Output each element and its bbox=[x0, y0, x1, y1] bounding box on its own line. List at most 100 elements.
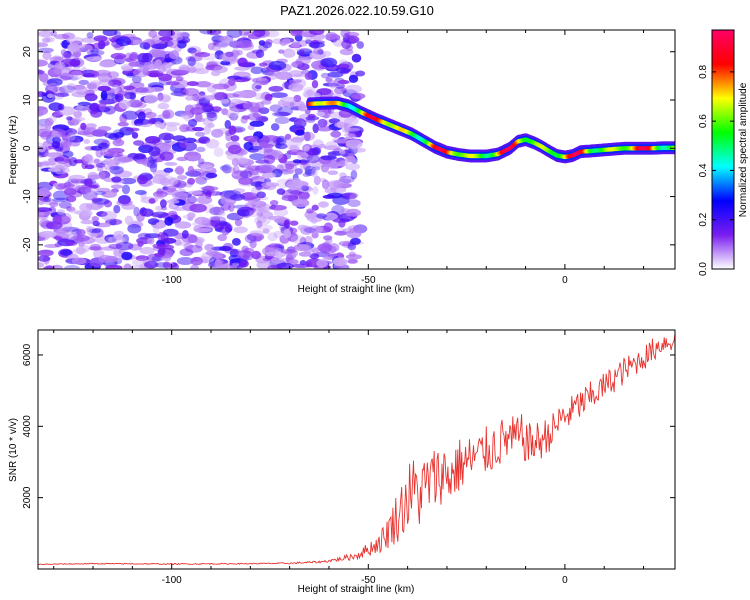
noise-blob bbox=[179, 124, 190, 133]
noise-blob bbox=[203, 125, 211, 135]
noise-blob bbox=[344, 155, 356, 163]
noise-blob bbox=[39, 72, 49, 83]
noise-blob bbox=[96, 211, 108, 217]
noise-blob bbox=[258, 62, 268, 67]
noise-blob bbox=[245, 210, 263, 218]
noise-blob bbox=[327, 170, 339, 175]
noise-blob bbox=[61, 226, 80, 232]
noise-blob bbox=[38, 262, 45, 268]
snr-x-axis: -100 -50 0 bbox=[53, 330, 645, 586]
colorbar-tick-label: 0.4 bbox=[698, 163, 709, 177]
noise-blob bbox=[344, 132, 356, 138]
noise-blob bbox=[60, 58, 79, 67]
noise-blob bbox=[280, 249, 297, 254]
noise-blob bbox=[284, 133, 292, 140]
y-tick-label: 20 bbox=[22, 46, 33, 58]
noise-blob bbox=[224, 119, 232, 129]
snr-line bbox=[38, 333, 675, 566]
noise-blob bbox=[229, 102, 237, 111]
noise-blob bbox=[124, 215, 134, 225]
noise-blob bbox=[345, 163, 360, 171]
noise-blob bbox=[107, 71, 119, 79]
noise-blob bbox=[124, 92, 136, 100]
noise-blob bbox=[62, 150, 74, 158]
noise-blob bbox=[220, 98, 230, 104]
noise-blob bbox=[100, 90, 108, 101]
noise-blob bbox=[231, 170, 249, 180]
noise-blob bbox=[135, 255, 149, 262]
noise-blob bbox=[275, 143, 288, 150]
noise-blob bbox=[303, 91, 321, 99]
noise-blob bbox=[263, 145, 273, 154]
noise-blob bbox=[346, 229, 362, 239]
noise-blob bbox=[115, 241, 134, 251]
noise-blob bbox=[148, 146, 161, 157]
x-tick-label: 0 bbox=[562, 575, 568, 586]
noise-blob bbox=[175, 165, 185, 176]
noise-blob bbox=[224, 224, 232, 233]
noise-blob bbox=[158, 248, 166, 255]
noise-blob bbox=[162, 110, 171, 119]
noise-blob bbox=[281, 189, 299, 199]
noise-blob bbox=[86, 82, 98, 90]
noise-blob bbox=[139, 42, 151, 50]
noise-blob bbox=[274, 116, 290, 124]
noise-blob bbox=[38, 128, 52, 138]
noise-blob bbox=[243, 196, 261, 202]
colorbar-tick-label: 0.8 bbox=[698, 64, 709, 78]
noise-blob bbox=[239, 170, 253, 178]
noise-blob bbox=[123, 263, 132, 269]
noise-blob bbox=[84, 154, 93, 162]
noise-blob bbox=[70, 138, 81, 147]
noise-blob bbox=[304, 72, 313, 80]
noise-blob bbox=[38, 142, 45, 147]
noise-blob bbox=[298, 159, 310, 164]
noise-blob bbox=[85, 56, 102, 61]
noise-blob bbox=[38, 198, 45, 205]
noise-blob bbox=[214, 222, 225, 231]
noise-blob bbox=[317, 243, 333, 253]
noise-blob bbox=[154, 121, 163, 128]
snr-panel: -100 -50 0 2000 4000 6000 Height of straight… bbox=[8, 329, 676, 595]
noise-blob bbox=[274, 111, 291, 117]
noise-blob bbox=[101, 211, 117, 221]
noise-blob bbox=[247, 135, 259, 141]
noise-blob bbox=[308, 41, 325, 49]
noise-blob bbox=[75, 246, 86, 255]
noise-blob bbox=[301, 131, 316, 141]
noise-blob bbox=[278, 49, 285, 54]
noise-blob bbox=[187, 56, 196, 67]
noise-blob bbox=[135, 87, 149, 93]
noise-blob bbox=[121, 251, 133, 261]
noise-blob bbox=[258, 40, 266, 46]
noise-blob bbox=[74, 184, 91, 194]
noise-blob bbox=[176, 257, 194, 265]
noise-blob bbox=[185, 125, 198, 132]
noise-blob bbox=[98, 79, 114, 87]
noise-blob bbox=[337, 63, 350, 70]
noise-blob bbox=[197, 158, 205, 165]
noise-blob bbox=[292, 136, 304, 143]
noise-blob bbox=[346, 127, 361, 132]
noise-blob bbox=[339, 149, 346, 155]
noise-blob bbox=[236, 40, 254, 48]
noise-blob bbox=[84, 187, 98, 195]
noise-blob bbox=[340, 30, 351, 39]
noise-blob bbox=[38, 249, 54, 257]
noise-blob bbox=[133, 140, 145, 146]
noise-blob bbox=[186, 81, 199, 87]
colorbar-gradient bbox=[711, 29, 735, 270]
noise-blob bbox=[49, 114, 57, 123]
noise-blob bbox=[226, 108, 240, 118]
noise-blob bbox=[271, 257, 285, 264]
noise-blob bbox=[238, 157, 249, 165]
noise-blob bbox=[61, 52, 74, 59]
colorbar-label: Normalized spectral amplitude bbox=[738, 82, 749, 217]
noise-blob bbox=[192, 221, 202, 227]
noise-blob bbox=[180, 112, 193, 120]
noise-blob bbox=[201, 252, 210, 261]
noise-blob bbox=[99, 149, 107, 156]
noise-blob bbox=[76, 229, 86, 236]
noise-blob bbox=[298, 190, 310, 201]
